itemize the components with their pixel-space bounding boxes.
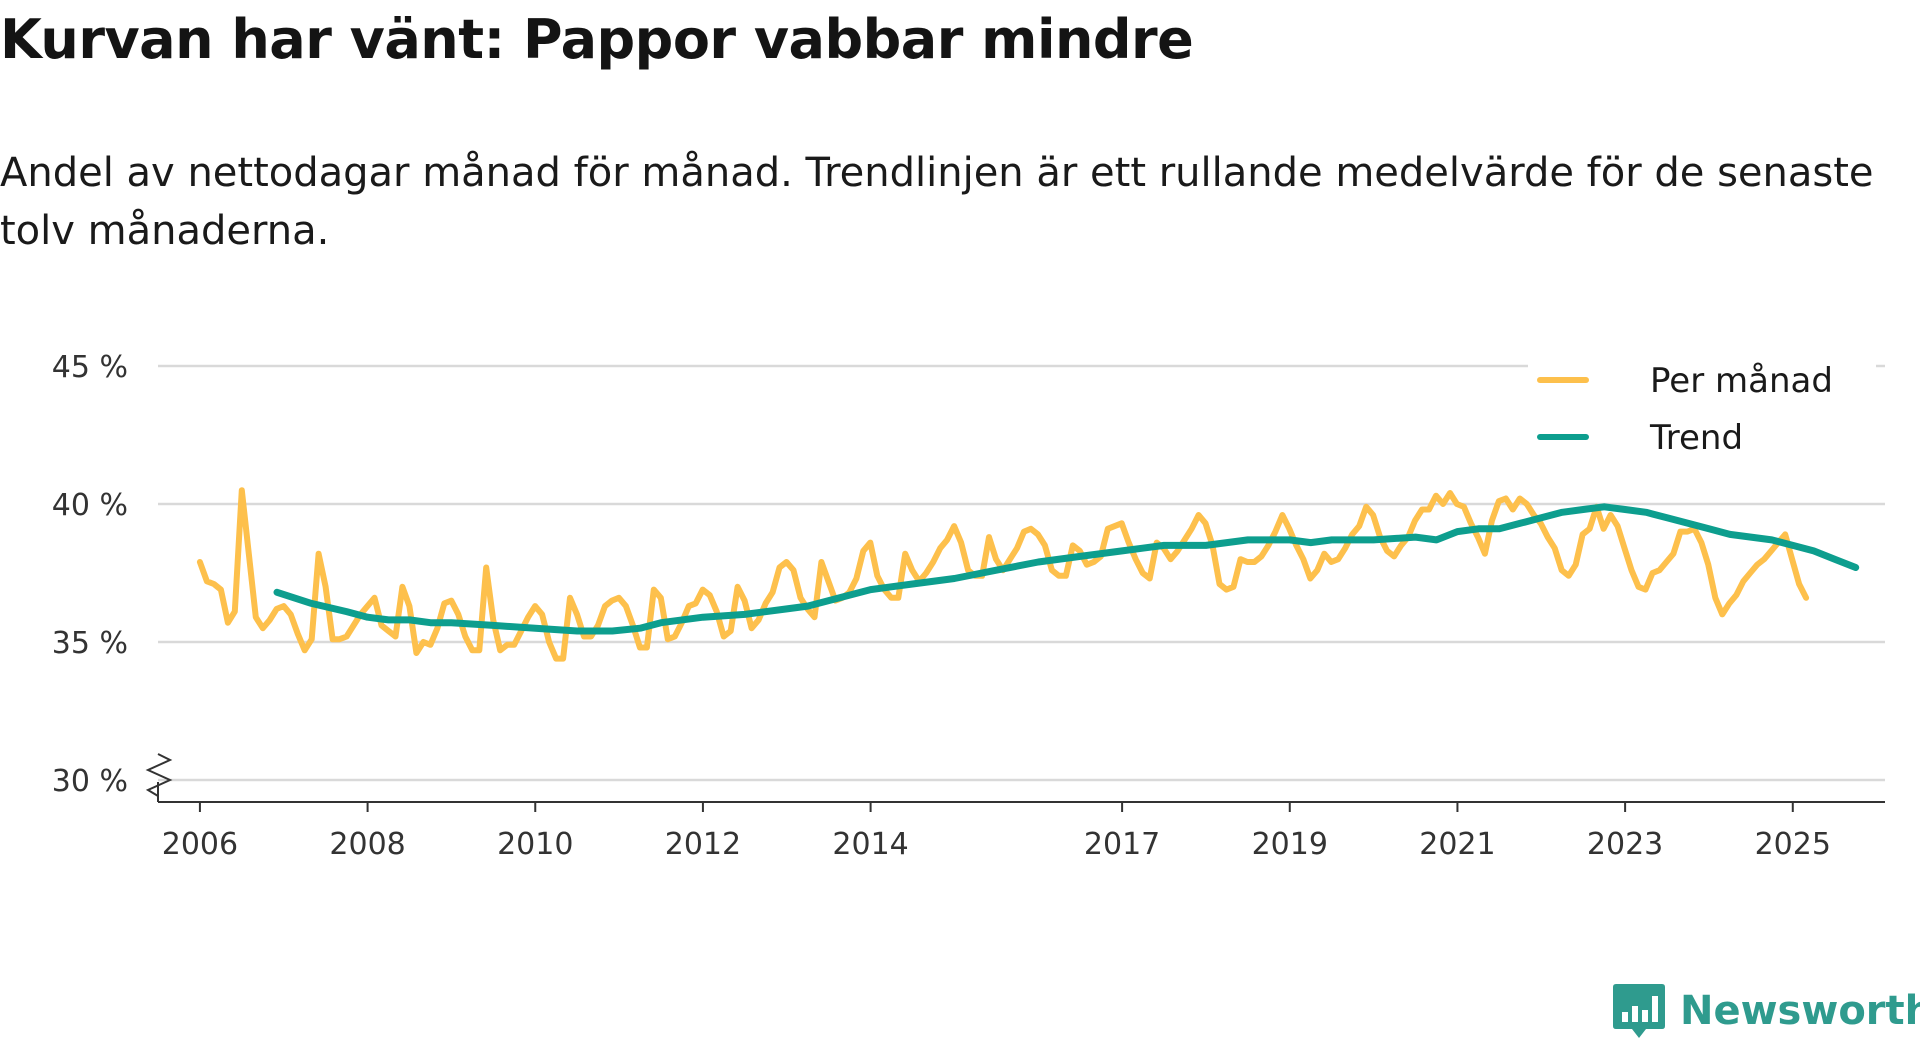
x-tick-label: 2025 bbox=[1755, 827, 1831, 862]
brand-name: Newsworthy bbox=[1680, 988, 1920, 1034]
x-tick-label: 2019 bbox=[1252, 827, 1328, 862]
legend: Per månad Trend bbox=[1528, 356, 1876, 486]
legend-label-per-manad: Per månad bbox=[1650, 361, 1833, 401]
x-tick-label: 2023 bbox=[1587, 827, 1663, 862]
axes: 30 % 35 % 40 % 45 % 2006 2008 2010 2012 2014 2017… bbox=[52, 350, 1885, 862]
x-tick-label: 2014 bbox=[832, 827, 908, 862]
x-tick-label: 2006 bbox=[162, 827, 238, 862]
x-tick-label: 2010 bbox=[497, 827, 573, 862]
brand-logo: Newsworthy bbox=[1612, 982, 1920, 1040]
y-tick-label: 40 % bbox=[52, 488, 128, 523]
x-tick-label: 2021 bbox=[1419, 827, 1495, 862]
y-tick-label: 45 % bbox=[52, 350, 128, 385]
chart-subtitle: Andel av nettodagar månad för månad. Tre… bbox=[0, 150, 1874, 254]
x-tick-label: 2008 bbox=[329, 827, 405, 862]
axis-break-marker bbox=[145, 753, 173, 797]
legend-label-trend: Trend bbox=[1649, 418, 1743, 458]
chart-title: Kurvan har vänt: Pappor vabbar mindre bbox=[0, 8, 1194, 71]
newsworthy-logo-icon bbox=[1613, 984, 1665, 1038]
y-tick-label: 30 % bbox=[52, 764, 128, 799]
y-tick-label: 35 % bbox=[52, 626, 128, 661]
series-line-per-manad bbox=[196, 487, 1810, 662]
x-tick-label: 2012 bbox=[665, 827, 741, 862]
series-line-trend bbox=[273, 503, 1860, 635]
x-tick-label: 2017 bbox=[1084, 827, 1160, 862]
series-lines bbox=[196, 487, 1860, 662]
